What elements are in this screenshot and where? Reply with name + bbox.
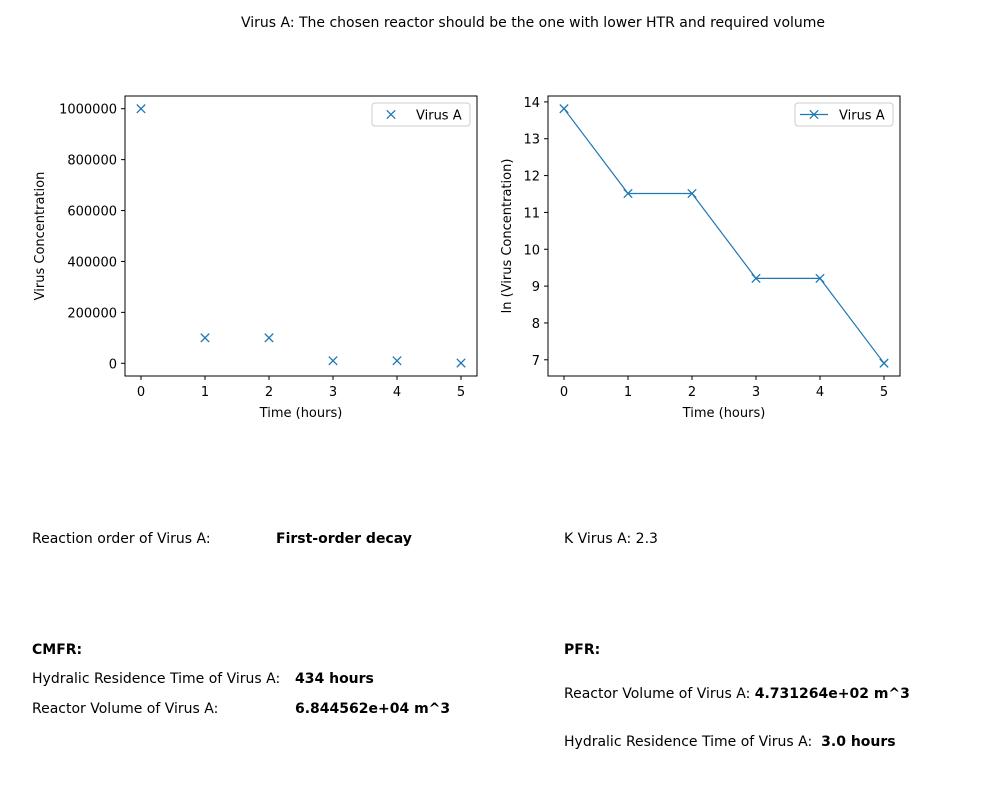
- legend-label: Virus A: [839, 109, 885, 124]
- pfr-hrt-label: Hydralic Residence Time of Virus A:: [564, 734, 813, 750]
- legend-marker: [386, 109, 396, 120]
- pfr-volume-label: Reactor Volume of Virus A:: [564, 686, 751, 702]
- cmfr-volume-label: Reactor Volume of Virus A:: [32, 701, 219, 717]
- y-tick-label: 8: [532, 317, 540, 332]
- data-point: [815, 273, 825, 284]
- y-tick-label: 200000: [67, 306, 117, 321]
- legend: Virus A: [371, 102, 471, 127]
- rate-constant-value: 2.3: [635, 531, 658, 547]
- x-tick-label: 1: [624, 385, 632, 400]
- cmfr-heading: CMFR:: [32, 642, 83, 658]
- pfr-volume-line: Reactor Volume of Virus A: 4.731264e+02 …: [564, 686, 910, 702]
- x-axis-label: Time (hours): [259, 406, 343, 421]
- plot-frame: [124, 95, 478, 377]
- y-tick-label: 11: [523, 206, 540, 221]
- data-point: [879, 358, 889, 368]
- legend: Virus A: [794, 102, 894, 127]
- pfr-volume-value: 4.731264e+02 m^3: [754, 686, 910, 702]
- y-tick-label: 12: [523, 170, 540, 185]
- cmfr-hrt-label: Hydralic Residence Time of Virus A:: [32, 671, 281, 687]
- y-tick-label: 600000: [67, 205, 117, 220]
- x-tick-label: 3: [329, 385, 337, 400]
- data-point: [136, 104, 146, 114]
- legend-label: Virus A: [416, 109, 462, 124]
- data-point: [328, 356, 338, 366]
- legend-box: [371, 102, 471, 127]
- plot-frame: [547, 95, 901, 377]
- pfr-hrt-value: 3.0 hours: [821, 734, 896, 750]
- data-point: [392, 356, 402, 366]
- y-tick-label: 0: [109, 357, 117, 372]
- x-tick-label: 2: [688, 385, 696, 400]
- data-point: [264, 333, 274, 343]
- figure-title: Virus A: The chosen reactor should be th…: [240, 15, 826, 31]
- x-tick-label: 0: [137, 385, 145, 400]
- y-tick-label: 7: [532, 354, 540, 369]
- y-axis-label: Virus Concentration: [33, 172, 48, 301]
- cmfr-volume-value: 6.844562e+04 m^3: [295, 701, 451, 717]
- cmfr-hrt-value: 434 hours: [295, 671, 374, 687]
- x-tick-label: 5: [457, 385, 465, 400]
- data-point: [200, 333, 210, 343]
- rate-constant-label: K Virus A:: [564, 531, 632, 547]
- x-tick-label: 5: [880, 385, 888, 400]
- y-tick-label: 800000: [67, 154, 117, 169]
- x-tick-label: 4: [393, 385, 401, 400]
- pfr-hrt-line: Hydralic Residence Time of Virus A: 3.0 …: [564, 734, 896, 750]
- legend-marker: [809, 109, 819, 120]
- x-axis-label: Time (hours): [682, 406, 766, 421]
- data-point: [559, 104, 569, 114]
- data-point: [687, 188, 697, 199]
- legend-box: [794, 102, 894, 127]
- y-tick-label: 13: [523, 133, 540, 148]
- data-point: [623, 188, 633, 199]
- x-tick-label: 1: [201, 385, 209, 400]
- data-point: [751, 273, 761, 284]
- reaction-order-label: Reaction order of Virus A:: [32, 531, 211, 547]
- x-tick-label: 3: [752, 385, 760, 400]
- series-line: [563, 108, 885, 364]
- y-tick-label: 1000000: [59, 103, 117, 118]
- rate-constant-line: K Virus A: 2.3: [564, 531, 658, 547]
- x-tick-label: 4: [816, 385, 824, 400]
- y-tick-label: 14: [523, 96, 540, 111]
- y-tick-label: 10: [523, 243, 540, 258]
- y-tick-label: 400000: [67, 255, 117, 270]
- y-axis-label: ln (Virus Concentration): [500, 159, 515, 314]
- reaction-order-value: First-order decay: [276, 531, 412, 547]
- x-tick-label: 0: [560, 385, 568, 400]
- data-point: [456, 358, 466, 368]
- pfr-heading: PFR:: [564, 642, 601, 658]
- y-tick-label: 9: [532, 280, 540, 295]
- x-tick-label: 2: [265, 385, 273, 400]
